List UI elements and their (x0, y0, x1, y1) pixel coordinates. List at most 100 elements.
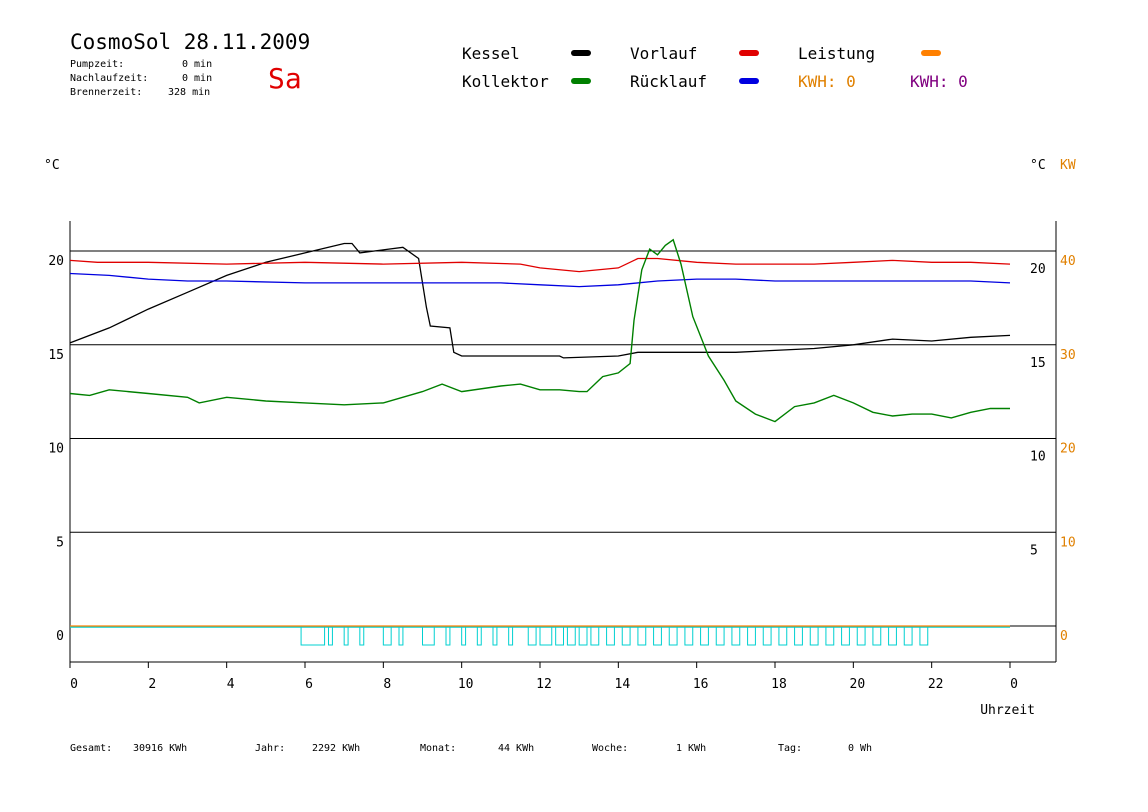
kwh-purple: KWH: 0 (910, 72, 968, 91)
pump-cycle-mark (809, 626, 819, 646)
y-right-kw-tick-label: 10 (1060, 535, 1076, 550)
x-tick-label: 0 (1010, 677, 1018, 692)
series-line-vorlauf (69, 257, 1011, 273)
y-right-kw-tick-label: 30 (1060, 348, 1076, 363)
pump-cycle-mark (903, 626, 913, 646)
pump-cycle-mark (700, 626, 709, 646)
series-line-kessel (69, 242, 1011, 359)
pump-cycle-mark (461, 626, 467, 646)
pump-cycle-mark (590, 626, 600, 646)
pump-cycle-mark (555, 626, 565, 646)
chart-title: CosmoSol 28.11.2009 (70, 30, 311, 54)
weekday-label: Sa (268, 62, 302, 95)
pump-cycle-mark (359, 626, 365, 646)
unit-left-celsius: °C (44, 158, 60, 173)
x-tick-label: 2 (148, 677, 156, 692)
x-tick-label: 10 (458, 677, 474, 692)
legend-label-leistung: Leistung (798, 44, 876, 63)
pump-cycle-mark (300, 626, 326, 646)
pump-cycle-mark (684, 626, 694, 646)
pump-cycle-mark (762, 626, 772, 646)
legend-label-kollektor: Kollektor (462, 72, 549, 91)
y-left-tick-label: 20 (48, 254, 64, 269)
footer-label-tag: Tag: (778, 743, 803, 754)
legend-swatch-vorlauf (739, 50, 759, 56)
pump-cycle-mark (919, 626, 929, 646)
footer-label-jahr: Jahr: (255, 743, 286, 754)
x-tick-label: 16 (693, 677, 709, 692)
footer-label-monat: Monat: (420, 743, 457, 754)
pump-cycle-mark (382, 626, 392, 646)
pump-cycle-mark (778, 626, 788, 646)
y-right-celsius-tick-label: 20 (1030, 262, 1046, 277)
pump-cycle-mark (578, 626, 588, 646)
y-right-kw-tick-label: 20 (1060, 442, 1076, 457)
y-left-tick-label: 0 (56, 629, 64, 644)
y-right-celsius-tick-label: 5 (1030, 543, 1038, 558)
unit-right-celsius: °C (1030, 158, 1046, 173)
pump-cycle-mark (476, 626, 482, 646)
x-tick-label: 8 (383, 677, 391, 692)
legend-swatch-kollektor (571, 78, 591, 84)
series-line-rcklauf (69, 272, 1011, 288)
legend-swatch-ruecklauf (739, 78, 759, 84)
legend-swatch-leistung (921, 50, 941, 56)
series-lines (69, 238, 1011, 627)
pump-cycle-mark (731, 626, 741, 646)
legend-label-kessel: Kessel (462, 44, 520, 63)
pump-cycle-mark (621, 626, 631, 646)
stat-label-nachlauf: Nachlaufzeit: (70, 73, 149, 84)
y-left-tick-label: 5 (56, 535, 64, 550)
x-tick-label: 12 (536, 677, 552, 692)
grid-lines (70, 250, 1056, 627)
axes (69, 221, 1057, 668)
footer-value-woche: 1 KWh (676, 743, 707, 754)
legend-swatch-kessel (571, 50, 591, 56)
pump-cycles (70, 626, 1010, 646)
pump-cycle-mark (637, 626, 647, 646)
pump-cycle-mark (566, 626, 576, 646)
pump-cycle-mark (747, 626, 756, 646)
pump-cycle-mark (398, 626, 404, 646)
footer-value-tag: 0 Wh (848, 743, 873, 754)
x-tick-label: 20 (850, 677, 866, 692)
pump-cycle-mark (343, 626, 349, 646)
y-right-celsius-tick-label: 15 (1030, 356, 1046, 371)
footer-label-woche: Woche: (592, 743, 629, 754)
pump-cycle-mark (888, 626, 897, 646)
series-line-kollektor (69, 238, 1010, 423)
pump-cycle-mark (492, 626, 498, 646)
x-tick-label: 0 (70, 677, 78, 692)
pump-cycle-mark (653, 626, 662, 646)
pump-cycle-mark (527, 626, 537, 646)
pump-cycle-mark (328, 626, 333, 646)
footer-value-gesamt: 30916 KWh (133, 743, 188, 754)
pump-cycle-mark (668, 626, 678, 646)
pump-cycle-mark (606, 626, 615, 646)
y-left-tick-label: 15 (48, 348, 64, 363)
pump-cycle-mark (539, 626, 553, 646)
x-tick-label: 22 (928, 677, 944, 692)
stat-value-pump: 0 min (182, 59, 213, 70)
pump-cycle-mark (841, 626, 850, 646)
y-left-tick-label: 10 (48, 442, 64, 457)
pump-cycle-mark (422, 626, 435, 646)
legend-label-vorlauf: Vorlauf (630, 44, 698, 63)
pump-cycle-mark (856, 626, 866, 646)
pump-cycle-mark (508, 626, 514, 646)
x-axis-label: Uhrzeit (980, 703, 1035, 718)
x-tick-label: 4 (227, 677, 235, 692)
unit-right-kw: KW (1060, 158, 1076, 173)
pump-cycle-mark (825, 626, 835, 646)
x-tick-label: 18 (771, 677, 787, 692)
footer-value-monat: 44 KWh (498, 743, 535, 754)
kwh-orange: KWH: 0 (798, 72, 856, 91)
stat-value-brenner: 328 min (168, 87, 211, 98)
y-right-kw-tick-label: 40 (1060, 254, 1076, 269)
stat-label-pump: Pumpzeit: (70, 59, 125, 70)
pump-cycle-mark (445, 626, 451, 646)
legend-label-ruecklauf: Rücklauf (630, 72, 708, 91)
pump-cycle-mark (794, 626, 803, 646)
y-right-celsius-tick-label: 10 (1030, 450, 1046, 465)
